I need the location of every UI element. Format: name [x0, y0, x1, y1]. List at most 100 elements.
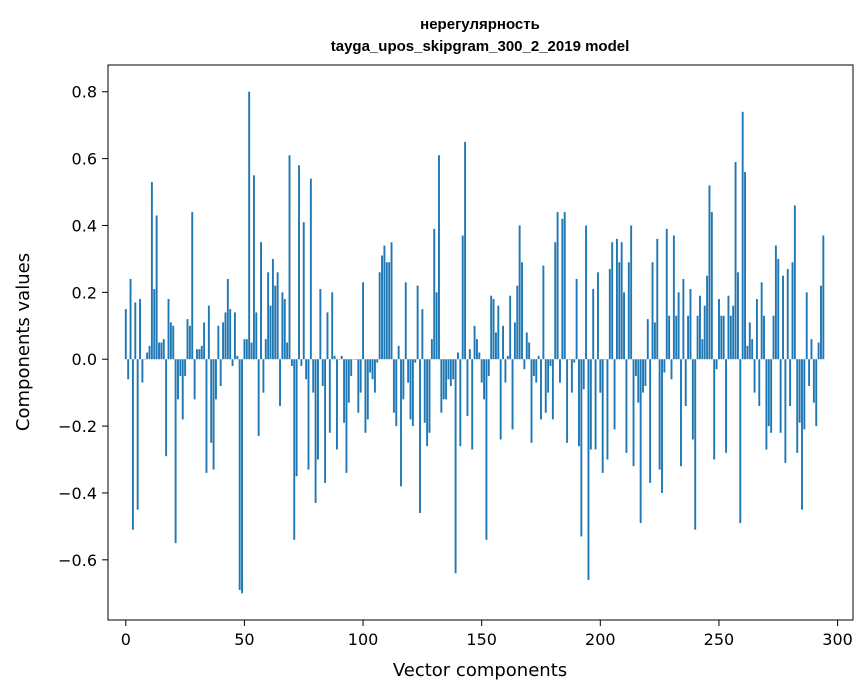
y-tick-label: −0.6 [58, 551, 97, 570]
bar [257, 359, 260, 437]
bar [307, 359, 310, 470]
bar [820, 285, 822, 360]
bar [699, 295, 701, 360]
bar [718, 299, 720, 360]
bar [419, 359, 421, 514]
bar [300, 359, 303, 366]
bar [319, 289, 322, 360]
bar [516, 285, 519, 360]
bar [580, 359, 583, 537]
bar [127, 359, 130, 380]
bar [578, 359, 580, 447]
bar [613, 359, 616, 430]
bar [243, 339, 246, 360]
bar [646, 319, 649, 360]
bar [665, 228, 668, 360]
bar [428, 359, 431, 433]
bar [191, 212, 194, 360]
bar [139, 299, 141, 360]
bar [447, 359, 450, 380]
bar [373, 359, 376, 393]
y-tick-label: 0.8 [72, 83, 97, 102]
bar [438, 155, 440, 360]
bar [400, 359, 402, 487]
bar [687, 315, 690, 360]
bar [298, 165, 300, 360]
bar [238, 359, 241, 590]
y-axis-label: Components values [13, 253, 34, 431]
plot-frame [107, 64, 854, 621]
bar [269, 305, 272, 360]
bar [691, 359, 694, 440]
bar [518, 225, 521, 360]
bar [416, 285, 419, 360]
bar [710, 212, 713, 360]
bar [423, 359, 426, 423]
bar [433, 228, 436, 360]
bar [409, 359, 412, 420]
x-tick-label: 100 [348, 630, 379, 649]
x-tick-label: 50 [234, 630, 254, 649]
bar [392, 359, 395, 413]
bar [345, 359, 348, 473]
bar [177, 359, 179, 400]
bar [281, 292, 284, 360]
bar [286, 342, 289, 360]
bar [371, 359, 374, 380]
bar [452, 359, 455, 380]
bar [471, 359, 474, 450]
bar [148, 345, 151, 360]
bar [426, 359, 429, 447]
bar [812, 359, 815, 403]
bar [179, 359, 182, 376]
bar [523, 359, 526, 370]
bar [376, 359, 379, 363]
bar [554, 242, 557, 360]
bar [397, 345, 400, 360]
bar [525, 332, 528, 360]
bar [468, 349, 471, 360]
bar [528, 342, 531, 360]
bar [430, 339, 433, 360]
bar [383, 245, 386, 360]
bar [198, 349, 201, 360]
bar [765, 359, 768, 450]
bar [169, 322, 172, 360]
bar [129, 278, 132, 360]
bar [625, 359, 628, 453]
x-axis-label: Vector components [393, 660, 567, 681]
y-tick-label: −0.2 [58, 417, 97, 436]
bar [815, 359, 818, 427]
bar [566, 359, 569, 443]
bar [713, 359, 716, 460]
bar [751, 339, 754, 360]
bar [203, 322, 206, 360]
bar [532, 359, 535, 376]
bar [158, 342, 160, 360]
bar [744, 171, 746, 360]
bar [314, 359, 317, 503]
bar [706, 275, 709, 360]
bar [563, 212, 566, 360]
bar [677, 292, 680, 360]
bar [483, 359, 486, 400]
bar [326, 312, 329, 360]
bar [317, 359, 319, 460]
bar [229, 309, 232, 360]
x-tick-label: 150 [466, 630, 497, 649]
bar [324, 359, 327, 483]
bar [680, 359, 682, 467]
bar [808, 359, 811, 386]
bar [608, 268, 611, 360]
bar [279, 359, 281, 407]
bar [810, 339, 813, 360]
bar [561, 218, 564, 360]
bar [347, 359, 350, 403]
bar [490, 295, 493, 360]
bar [589, 359, 592, 450]
bar [186, 319, 189, 360]
bar [454, 359, 457, 574]
bar [544, 359, 547, 413]
bar [321, 359, 324, 386]
bar [395, 359, 398, 427]
